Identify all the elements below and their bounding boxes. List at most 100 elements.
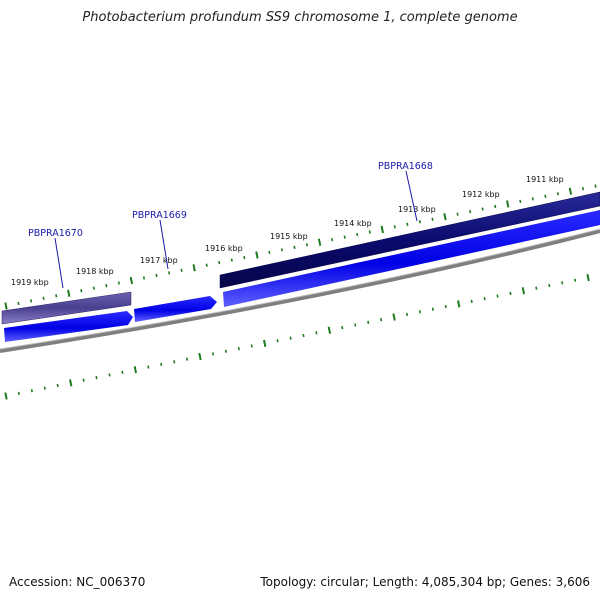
minor-tick xyxy=(224,349,227,353)
minor-tick xyxy=(205,263,208,267)
minor-tick xyxy=(406,222,409,226)
minor-tick xyxy=(80,289,83,293)
minor-tick xyxy=(456,212,459,216)
gene-feature-pbpra1670[interactable] xyxy=(1,291,132,325)
minor-tick xyxy=(218,261,221,265)
minor-tick xyxy=(147,365,150,369)
minor-tick xyxy=(117,281,120,285)
minor-tick xyxy=(393,225,396,229)
minor-tick xyxy=(519,199,522,204)
minor-tick xyxy=(594,184,597,188)
minor-tick xyxy=(276,339,279,343)
minor-tick xyxy=(55,294,58,298)
minor-tick xyxy=(289,336,292,340)
minor-tick xyxy=(155,273,158,278)
leader-line-pbpra1669 xyxy=(159,219,169,270)
minor-tick xyxy=(556,192,559,196)
minor-tick xyxy=(574,278,577,282)
minor-tick xyxy=(581,187,585,191)
tick-label-1915: 1915 kbp xyxy=(270,232,308,241)
minor-tick xyxy=(380,318,383,322)
tick-label-1919: 1919 kbp xyxy=(11,278,49,287)
minor-tick xyxy=(367,320,370,324)
minor-tick xyxy=(280,248,283,252)
minor-tick xyxy=(42,296,45,300)
tick-label-1917: 1917 kbp xyxy=(140,256,178,265)
minor-tick xyxy=(168,271,171,275)
gene-feature-pbpra1668[interactable] xyxy=(219,191,600,289)
major-tick xyxy=(568,187,573,195)
minor-tick xyxy=(173,360,176,364)
tick-label-1911: 1911 kbp xyxy=(526,175,564,184)
major-tick xyxy=(263,339,267,348)
minor-tick xyxy=(302,333,305,338)
minor-tick xyxy=(108,373,111,377)
minor-tick xyxy=(95,375,98,380)
minor-tick xyxy=(230,258,233,262)
cds-arrow-3[interactable] xyxy=(223,210,600,307)
minor-tick xyxy=(142,276,146,280)
minor-tick xyxy=(250,344,253,348)
minor-tick xyxy=(494,204,497,209)
gene-label-pbpra1668[interactable]: PBPRA1668 xyxy=(378,161,433,172)
minor-tick xyxy=(305,243,309,247)
minor-tick xyxy=(343,235,346,239)
major-tick xyxy=(506,200,510,208)
minor-tick xyxy=(509,291,512,296)
minor-tick xyxy=(211,352,215,356)
major-tick xyxy=(67,289,71,297)
minor-tick xyxy=(105,283,108,288)
major-tick xyxy=(457,300,461,308)
leader-line-pbpra1668 xyxy=(405,170,418,222)
major-tick xyxy=(317,238,322,246)
minor-tick xyxy=(293,245,296,249)
major-tick xyxy=(198,352,202,361)
minor-tick xyxy=(368,230,371,234)
minor-tick xyxy=(331,238,334,242)
tick-ruler-bottom xyxy=(4,273,590,400)
minor-tick xyxy=(496,294,499,298)
minor-tick xyxy=(418,220,421,224)
genome-summary-text: Topology: circular; Length: 4,085,304 bp… xyxy=(260,575,590,589)
major-tick xyxy=(4,302,8,310)
tick-ruler-top xyxy=(4,184,597,310)
major-tick xyxy=(380,225,384,234)
tick-label-1916: 1916 kbp xyxy=(205,244,243,253)
major-tick xyxy=(586,273,590,282)
minor-tick xyxy=(43,386,46,390)
minor-tick xyxy=(431,217,434,221)
tick-label-1914: 1914 kbp xyxy=(334,219,372,228)
cds-arrow-2[interactable] xyxy=(134,296,217,322)
major-tick xyxy=(327,326,332,334)
tick-label-1912: 1912 kbp xyxy=(462,190,500,199)
minor-tick xyxy=(341,325,344,330)
gene-label-pbpra1669[interactable]: PBPRA1669 xyxy=(132,210,187,221)
major-tick xyxy=(443,213,447,221)
minor-tick xyxy=(121,370,124,374)
gene-label-pbpra1670[interactable]: PBPRA1670 xyxy=(28,228,83,239)
minor-tick xyxy=(405,312,409,317)
minor-tick xyxy=(544,194,547,198)
minor-tick xyxy=(237,347,240,351)
minor-tick xyxy=(17,391,20,395)
minor-tick xyxy=(186,357,189,361)
tick-label-1913: 1913 kbp xyxy=(398,205,436,214)
minor-tick xyxy=(315,331,318,335)
minor-tick xyxy=(17,301,20,306)
minor-tick xyxy=(483,297,486,301)
major-tick xyxy=(192,264,196,272)
minor-tick xyxy=(470,299,473,303)
tick-label-1918: 1918 kbp xyxy=(76,267,114,276)
major-tick xyxy=(255,251,259,259)
minor-tick xyxy=(56,383,59,388)
minor-tick xyxy=(30,389,33,393)
minor-tick xyxy=(444,304,447,309)
major-tick xyxy=(392,313,396,321)
cds-arrow-1[interactable] xyxy=(4,311,133,342)
minor-tick xyxy=(354,323,357,327)
accession-text: Accession: NC_006370 xyxy=(9,575,146,589)
major-tick xyxy=(129,276,134,285)
minor-tick xyxy=(535,286,538,290)
minor-tick xyxy=(418,310,421,314)
